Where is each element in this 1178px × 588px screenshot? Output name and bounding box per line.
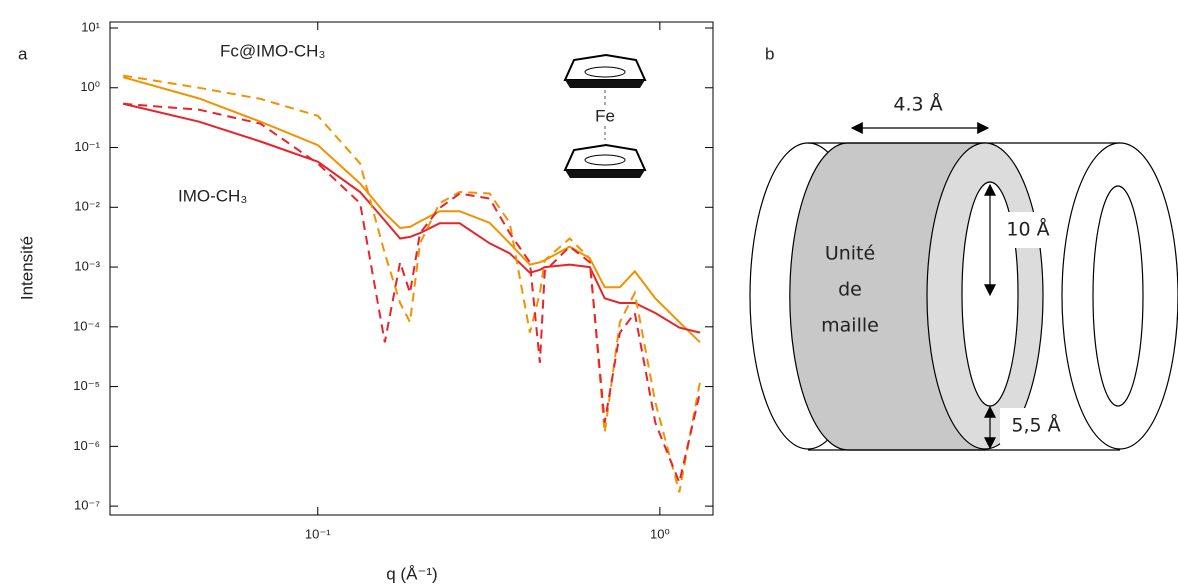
series-label: IMO-CH₃ (178, 186, 247, 205)
y-tick-label: 10¹ (81, 19, 100, 34)
inset-label: Fe (595, 106, 615, 125)
y-tick-label: 10⁻³ (74, 258, 100, 273)
y-tick-label: 10⁻² (74, 199, 100, 214)
y-tick-label: 10⁻⁷ (74, 498, 100, 513)
x-tick-label: 10⁻¹ (305, 526, 331, 541)
y-tick-label: 10⁻⁵ (73, 378, 100, 393)
y-tick-label: 10⁻¹ (74, 139, 100, 154)
cell-label: de (838, 279, 862, 301)
panel-label: b (765, 44, 774, 63)
curve (122, 76, 701, 344)
pore-label: 10 Å (1006, 218, 1049, 241)
wall-label: 5,5 Å (1011, 414, 1060, 437)
y-tick-label: 10⁻⁶ (73, 438, 100, 453)
cell-label: maille (821, 315, 879, 337)
width-label: 4.3 Å (893, 93, 942, 116)
plot-frame (109, 21, 714, 516)
y-tick-label: 10⁰ (80, 79, 100, 94)
y-tick-label: 10⁻⁴ (73, 318, 100, 333)
curve (122, 102, 701, 334)
cylinder-diagram (749, 122, 1178, 451)
x-axis-label: q (Å⁻¹) (386, 564, 437, 583)
dashed-curve (123, 102, 701, 486)
series-label: Fc@IMO-CH₃ (220, 41, 325, 60)
x-tick-label: 10⁰ (650, 526, 670, 541)
ferrocene-icon (563, 53, 647, 178)
panel-label: a (18, 44, 28, 63)
y-axis-label: Intensité (17, 236, 36, 300)
cell-label: Unité (825, 243, 875, 265)
